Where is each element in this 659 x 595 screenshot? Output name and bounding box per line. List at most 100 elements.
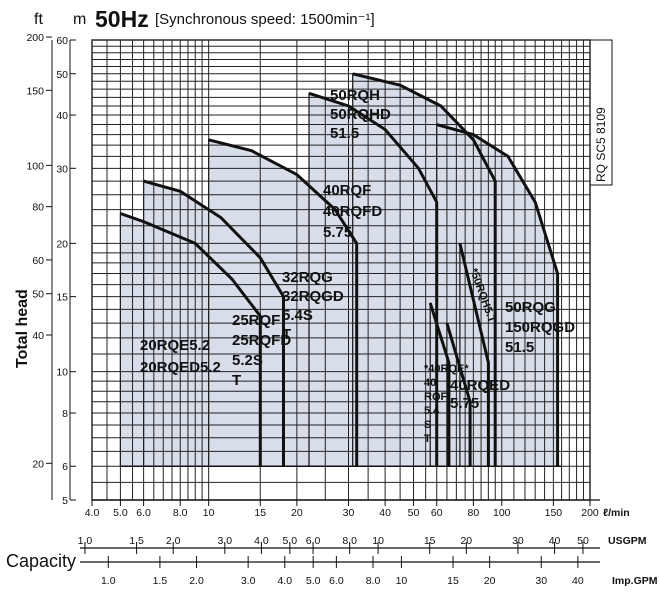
x-tick-label-2-8: 10 [396,575,408,587]
region-label-6-0: *40RQE* [424,363,469,375]
doc-code-label: RQ SC5 8109 [594,107,608,182]
x-tick-label-1-2: 2.0 [166,535,181,547]
region-label-1-1: 25RQFD [232,332,291,349]
x-tick-label-1-13: 50 [577,535,589,547]
region-label-1-0: 25RQF [232,312,280,329]
x-tick-label-0-1: 5.0 [113,507,128,519]
region-label-2-1: 32RQGD [282,288,344,305]
region-label-1-3: T [232,372,241,389]
x-axis-unit-2: Imp.GPM [612,575,658,587]
y-ft-tick-label-5: 100 [26,160,44,172]
x-tick-label-0-14: 200 [581,507,599,519]
region-label-4-2: 51.5 [330,125,359,142]
region-label-7-0: 40RQED [450,377,510,394]
y-ft-tick-label-4: 80 [32,202,44,214]
x-tick-label-1-4: 4.0 [254,535,269,547]
y-ft-tick-label-1: 40 [32,330,44,342]
curve-6 [428,302,451,467]
region-label-4-1: 50RQHD [330,106,391,123]
x-axes: 4.0 5.0 6.0 8.0 10 15 20 30 40 50 60 80 100 150 200 ℓ/m… [78,499,658,587]
x-tick-label-0-3: 8.0 [173,507,188,519]
region-label-6-5: T [424,433,431,445]
region-label-4-0: 50RQH [330,87,380,104]
curve-3 [308,91,439,467]
x-tick-label-0-11: 80 [468,507,480,519]
y-m-tick-label-8: 50 [56,69,68,81]
x-tick-label-1-6: 6.0 [306,535,321,547]
curve-2 [208,138,359,467]
x-tick-label-1-7: 8.0 [342,535,357,547]
performance-curves [119,72,560,467]
y-axes: 5 6 8 10 15 20 30 40 50 60 20 40 50 60 80 100 150 200 [26,32,76,507]
x-tick-label-2-9: 15 [447,575,459,587]
ft-unit-label: ft [34,11,43,28]
x-tick-label-1-1: 1.5 [129,535,144,547]
x-tick-label-2-4: 4.0 [277,575,292,587]
x-tick-label-2-0: 1.0 [101,575,116,587]
x-tick-label-1-10: 20 [460,535,472,547]
y-ft-tick-label-7: 200 [26,32,44,44]
x-axis-title: Capacity [6,551,76,571]
x-tick-label-2-2: 2.0 [189,575,204,587]
y-m-tick-label-4: 15 [56,292,68,304]
region-label-2-2: 5.4S [282,307,313,324]
x-tick-label-2-11: 30 [535,575,547,587]
x-tick-label-0-5: 15 [254,507,266,519]
m-unit-label: m [73,11,86,28]
x-tick-label-2-5: 5.0 [306,575,321,587]
x-tick-label-0-2: 6.0 [136,507,151,519]
y-ft-tick-label-2: 50 [32,289,44,301]
region-label-0-0: 20RQE5.2 [140,337,210,354]
region-label-6-3: 5.4 [424,405,440,417]
region-label-6-1: 40 [424,377,436,389]
x-tick-label-1-11: 30 [512,535,524,547]
x-tick-label-1-9: 15 [424,535,436,547]
x-tick-label-0-9: 50 [408,507,420,519]
y-m-tick-label-6: 30 [56,163,68,175]
x-tick-label-2-12: 40 [572,575,584,587]
x-tick-label-2-1: 1.5 [153,575,168,587]
x-tick-label-0-13: 150 [545,507,563,519]
x-tick-label-0-6: 20 [291,507,303,519]
y-axis-title: Total head [14,289,31,368]
region-label-5-2: 51.5 [505,339,534,356]
frequency-title: 50Hz [95,6,149,32]
y-m-tick-label-5: 20 [56,238,68,250]
x-tick-label-0-10: 60 [431,507,443,519]
region-label-2-0: 32RQG [282,269,333,286]
x-axis-unit-0: ℓ/min [603,507,630,519]
region-label-2-3: T [282,326,291,343]
x-tick-label-0-4: 10 [203,507,215,519]
region-label-3-2: 5.75 [323,224,352,241]
region-label-5-0: 50RQG [505,299,556,316]
curve-5 [436,123,560,467]
x-tick-label-2-3: 3.0 [241,575,256,587]
x-tick-label-2-6: 6.0 [329,575,344,587]
x-tick-label-2-7: 8.0 [366,575,381,587]
y-ft-tick-label-6: 150 [26,85,44,97]
x-tick-label-0-12: 100 [493,507,511,519]
region-label-1-2: 5.2S [232,352,263,369]
region-label-0-1: 20RQED5.2 [140,359,221,376]
y-m-tick-label-1: 6 [62,461,68,473]
x-tick-label-1-12: 40 [549,535,561,547]
curve-8 [458,243,490,467]
x-tick-label-0-8: 40 [379,507,391,519]
x-axis-unit-1: USGPM [608,535,647,547]
region-label-3-1: 40RQFD [323,203,382,220]
curve-1 [143,179,285,467]
y-ft-tick-label-3: 60 [32,255,44,267]
curve-4 [352,72,497,467]
y-m-tick-label-0: 5 [62,495,68,507]
x-tick-label-0-7: 30 [343,507,355,519]
y-m-tick-label-2: 8 [62,408,68,420]
x-tick-label-1-3: 3.0 [218,535,233,547]
x-tick-label-1-0: 1.0 [78,535,93,547]
region-label-6-4: S [424,419,431,431]
region-labels: 20RQE5.2 20RQED5.2 25RQF 25RQFD 5.2S T 32RQG 32… [140,87,575,445]
region-label-5-1: 150RQGD [505,319,575,336]
y-m-tick-label-9: 60 [56,35,68,47]
y-m-tick-label-7: 40 [56,110,68,122]
region-label-7-1: 5.75 [450,395,479,412]
y-m-tick-label-3: 10 [56,367,68,379]
